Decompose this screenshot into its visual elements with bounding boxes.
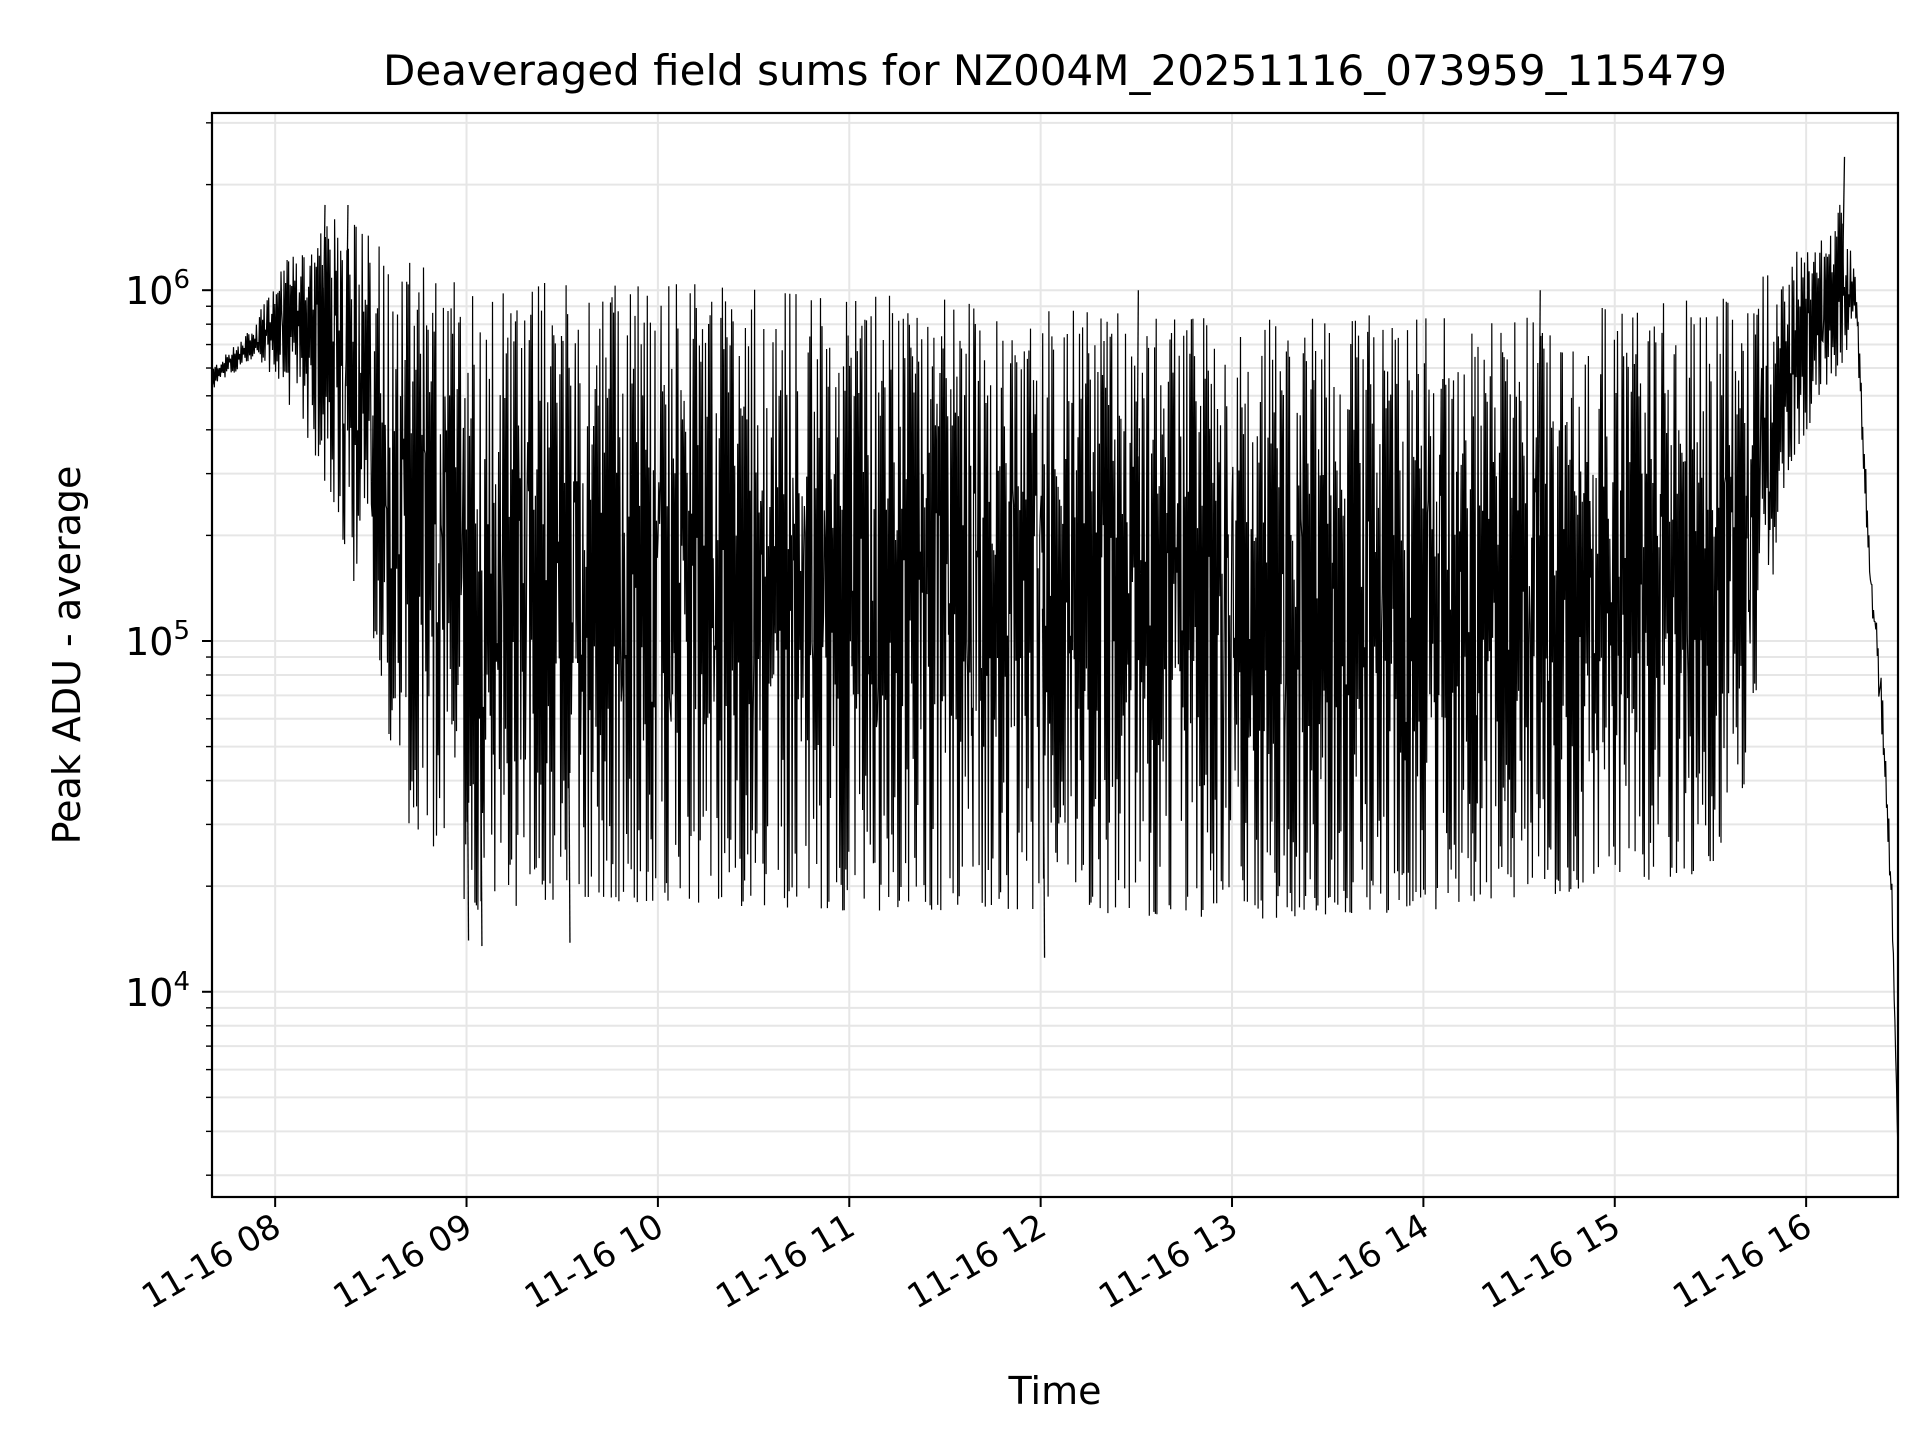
series-spike [345,204,349,387]
series-spike [1537,290,1541,603]
series-line [211,204,1899,1152]
series-spike [465,593,470,941]
plot-area [211,156,1899,1152]
y-tick-label: 105 [125,616,190,664]
series-spike [1841,156,1846,287]
series-spike [1041,608,1046,958]
y-tick-label: 106 [125,265,190,313]
y-axis-label: Peak ADU - average [45,466,89,845]
series-spike [479,592,483,947]
x-axis-label: Time [1008,1369,1102,1413]
y-tick-label: 104 [125,967,190,1015]
series-spike [567,589,571,943]
plot-frame [210,111,1900,1199]
chart-title: Deaveraged field sums for NZ004M_2025111… [383,46,1727,95]
series-spike [1135,290,1139,614]
series-spike [322,204,326,354]
